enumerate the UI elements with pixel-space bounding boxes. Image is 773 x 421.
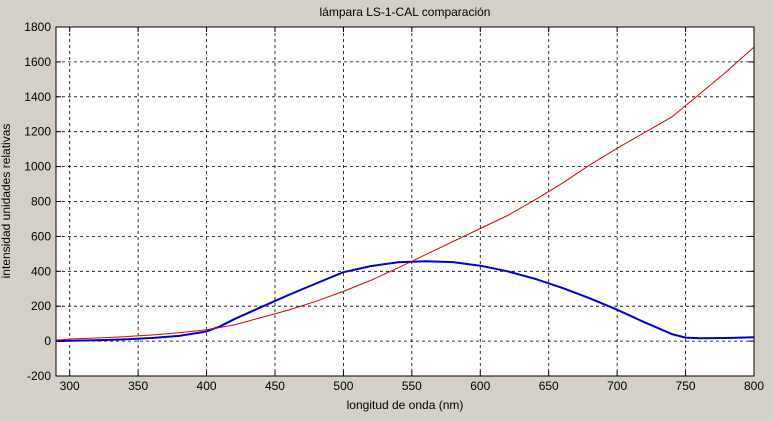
series-line-2 [55, 46, 755, 341]
y-tick-label: 1600 [24, 55, 51, 69]
x-tick-label: 650 [539, 379, 559, 393]
y-tick-label: 1800 [24, 20, 51, 34]
chart-title: lámpara LS-1-CAL comparación [320, 5, 491, 19]
x-axis-label: longitud de onda (nm) [347, 398, 464, 412]
y-tick-label: 600 [31, 229, 51, 243]
x-tick-label: 800 [744, 379, 764, 393]
x-tick-label: 450 [265, 379, 285, 393]
x-tick-label: 350 [128, 379, 148, 393]
x-tick-label: 300 [60, 379, 80, 393]
series-line-1 [55, 260, 755, 343]
y-tick-label: 1200 [24, 125, 51, 139]
y-tick-label: 800 [31, 195, 51, 209]
grid-lines [56, 27, 754, 376]
x-tick-label: 600 [470, 379, 490, 393]
x-tick-label: 550 [402, 379, 422, 393]
y-tick-label: 400 [31, 264, 51, 278]
y-tick-label: 200 [31, 299, 51, 313]
series-lines [55, 46, 755, 343]
y-tick-label: -200 [27, 369, 51, 383]
x-tick-label: 700 [607, 379, 627, 393]
y-tick-label: 0 [44, 334, 51, 348]
y-tick-label: 1000 [24, 160, 51, 174]
y-tick-label: 1400 [24, 90, 51, 104]
y-axis-label: intensidad unidades relativas [0, 124, 13, 279]
x-tick-label: 500 [333, 379, 353, 393]
axis-ticks: 300 350 400 450 500 550 600 650 700 750 800 -200 0 20… [24, 20, 764, 393]
x-tick-label: 400 [197, 379, 217, 393]
x-tick-label: 750 [676, 379, 696, 393]
